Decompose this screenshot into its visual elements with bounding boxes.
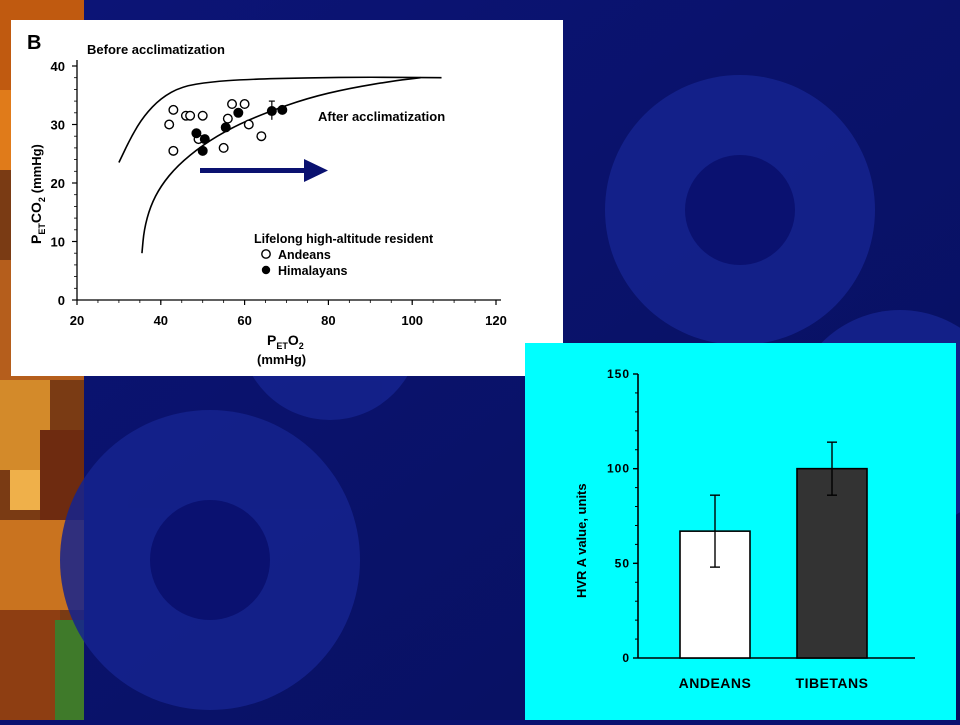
legend-marker-andeans — [261, 249, 271, 259]
scatter-chart: B 20 40 60 80 100 120 0 10 20 30 40 Before acclima… — [27, 32, 507, 367]
bar-chart-panel: 0 50 100 150 ANDEANS TIBETANS HVR A value, u… — [525, 343, 956, 720]
x-tick-label: 40 — [154, 313, 168, 328]
bar-y-axis-label: HVR A value, units — [574, 483, 589, 598]
andeans-point — [218, 142, 229, 153]
panel-label: B — [27, 32, 41, 54]
category-label-andeans: ANDEANS — [679, 675, 752, 691]
andeans-point — [227, 99, 238, 110]
bar-tibetans — [796, 467, 868, 659]
bar-y-tick-label: 150 — [607, 367, 630, 381]
x-tick-label: 60 — [237, 313, 251, 328]
andeans-point — [168, 145, 179, 156]
himalayans-point — [220, 122, 231, 133]
andeans-point — [256, 131, 267, 142]
y-tick-label: 40 — [51, 59, 65, 74]
x-tick-label: 20 — [70, 313, 84, 328]
himalayans-point — [199, 134, 210, 145]
y-tick-label: 30 — [51, 118, 65, 133]
andeans-point — [164, 119, 175, 130]
andeans-point — [243, 119, 254, 130]
bar-y-tick-label: 0 — [622, 651, 630, 665]
andeans-point — [185, 110, 196, 121]
x-tick-label: 120 — [485, 313, 507, 328]
y-axis-label: PETCO2 (mmHg) — [28, 144, 47, 244]
before-curve-label: Before acclimatization — [87, 42, 225, 57]
himalayans-point — [197, 145, 208, 156]
y-tick-label: 0 — [58, 293, 65, 308]
y-tick-label: 10 — [51, 235, 65, 250]
himalayans-point — [266, 106, 277, 117]
x-tick-label: 100 — [401, 313, 423, 328]
himalayans-point — [277, 104, 288, 115]
andeans-point — [239, 99, 250, 110]
scatter-chart-panel: B 20 40 60 80 100 120 0 10 20 30 40 Before acclima… — [11, 20, 563, 376]
legend-marker-himalayans — [261, 265, 271, 275]
andeans-point — [222, 113, 233, 124]
legend-title: Lifelong high-altitude resident — [254, 232, 434, 246]
after-acclimatization-curve — [141, 76, 421, 254]
bar-y-tick-label: 100 — [607, 462, 630, 476]
before-acclimatization-curve — [118, 76, 442, 163]
andeans-point — [168, 104, 179, 115]
legend-label-himalayans: Himalayans — [278, 264, 348, 278]
x-axis-unit: (mmHg) — [257, 352, 306, 367]
category-label-tibetans: TIBETANS — [796, 675, 869, 691]
x-axis-label: PETO2 — [267, 332, 304, 351]
y-tick-label: 20 — [51, 176, 65, 191]
legend-label-andeans: Andeans — [278, 248, 331, 262]
bar-y-tick-label: 50 — [615, 556, 630, 570]
after-curve-label: After acclimatization — [318, 109, 445, 124]
himalayans-point — [233, 107, 244, 118]
bar-chart: 0 50 100 150 ANDEANS TIBETANS HVR A value, u… — [574, 367, 915, 691]
x-tick-label: 80 — [321, 313, 335, 328]
himalayans-point — [191, 128, 202, 139]
andeans-point — [197, 110, 208, 121]
right-arrow — [200, 159, 328, 182]
